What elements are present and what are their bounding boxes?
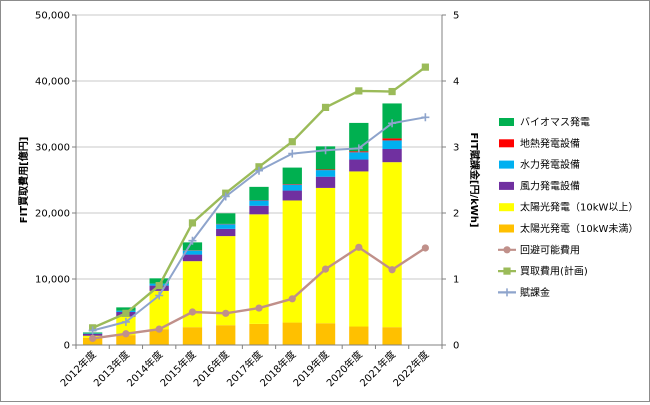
line-marker xyxy=(422,64,429,71)
line-marker xyxy=(355,244,362,251)
line-marker xyxy=(255,304,262,311)
legend-label: 太陽光発電（10kW以上） xyxy=(520,201,638,214)
bar-segment xyxy=(283,168,302,185)
y-tick-label: 30,000 xyxy=(35,143,70,154)
y-tick-label: 10,000 xyxy=(35,275,70,286)
bar-segment xyxy=(382,138,401,140)
line-marker xyxy=(222,310,229,317)
line-marker xyxy=(288,150,296,158)
legend-swatch xyxy=(499,182,514,190)
legend-label: 賦課金 xyxy=(520,286,550,299)
line-marker xyxy=(189,308,196,315)
y2-tick-label: 0 xyxy=(453,341,459,352)
y-tick-label: 50,000 xyxy=(35,11,70,22)
y-axis-title: FIT買取費用[億円] xyxy=(17,137,30,224)
legend-swatch xyxy=(499,161,514,169)
bar-segment xyxy=(283,185,302,191)
bar-segment xyxy=(349,160,368,172)
line-marker xyxy=(289,295,296,302)
y-tick-label: 20,000 xyxy=(35,209,70,220)
bar-segment xyxy=(183,255,202,262)
bar-segment xyxy=(382,327,401,345)
line-marker xyxy=(322,266,329,273)
bar-segment xyxy=(283,323,302,345)
legend-label: 回避可能費用 xyxy=(520,243,580,256)
legend-swatch xyxy=(499,203,514,211)
bar-segment xyxy=(216,224,235,229)
bar-segment xyxy=(316,188,335,323)
line-marker xyxy=(421,113,429,121)
bar-segment xyxy=(316,177,335,188)
y2-tick-label: 4 xyxy=(453,77,459,88)
line-marker xyxy=(289,138,296,145)
line-marker xyxy=(189,219,196,226)
line-marker xyxy=(122,310,129,317)
bar-segment xyxy=(349,327,368,345)
bar-segment xyxy=(249,206,268,215)
y2-tick-label: 3 xyxy=(453,143,459,154)
y-tick-label: 40,000 xyxy=(35,77,70,88)
line-marker xyxy=(422,244,429,251)
legend-label: バイオマス発電 xyxy=(520,116,590,129)
bar-segment xyxy=(283,200,302,322)
y2-tick-label: 1 xyxy=(453,275,459,286)
line-marker xyxy=(388,266,395,273)
line-marker xyxy=(388,88,395,95)
y-tick-label: 0 xyxy=(64,341,70,352)
bar-segment xyxy=(183,327,202,345)
bar-segment xyxy=(183,261,202,327)
bar-segment xyxy=(382,162,401,327)
line-marker xyxy=(503,268,510,275)
bar-segment xyxy=(283,191,302,201)
legend-label: 風力発電設備 xyxy=(520,179,580,192)
legend-swatch xyxy=(499,225,514,233)
bar-segment xyxy=(216,229,235,236)
legend-label: 地熱発電設備 xyxy=(520,137,580,150)
bar-segment xyxy=(382,149,401,162)
legend-swatch xyxy=(499,118,514,126)
line-marker xyxy=(503,246,510,253)
legend-label: 水力発電設備 xyxy=(520,158,580,171)
line-marker xyxy=(156,282,163,289)
y2-tick-label: 2 xyxy=(453,209,459,220)
bar-segment xyxy=(382,140,401,149)
bar-segment xyxy=(249,324,268,345)
bar-segment xyxy=(349,152,368,159)
y2-axis-title: FIT賦課金[円/kWh] xyxy=(468,133,481,228)
y2-tick-label: 5 xyxy=(453,11,459,22)
bar-segment xyxy=(249,187,268,200)
bar-segment xyxy=(249,200,268,205)
bar-segment xyxy=(316,323,335,345)
bar-segment xyxy=(316,169,335,170)
line-marker xyxy=(89,335,96,342)
legend-swatch xyxy=(499,139,514,147)
legend-label: 買取費用(計画) xyxy=(520,265,588,278)
line-marker xyxy=(503,288,511,296)
line-marker xyxy=(322,104,329,111)
line-marker xyxy=(355,87,362,94)
bar-segment xyxy=(216,213,235,224)
line-marker xyxy=(122,330,129,337)
bar-segment xyxy=(316,170,335,177)
legend-label: 太陽光発電（10kW未満） xyxy=(520,222,638,235)
bar-segment xyxy=(283,184,302,185)
bar-segment xyxy=(216,325,235,345)
line-marker xyxy=(156,326,163,333)
x-tick-label: 2022年度 xyxy=(390,348,431,389)
